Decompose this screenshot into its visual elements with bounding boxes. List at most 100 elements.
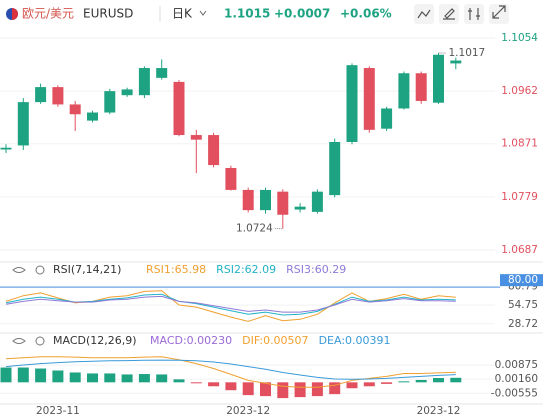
candle-body: [329, 141, 341, 196]
change: +0.0007: [274, 7, 330, 21]
candle-body: [294, 206, 306, 210]
candle-body: [346, 65, 358, 142]
candle-body: [156, 68, 168, 78]
macd-bar: [311, 382, 323, 397]
period[interactable]: 日K: [172, 7, 193, 21]
legend-entry: RSI2:62.09: [216, 263, 276, 276]
candle-body: [138, 68, 150, 96]
fullscreen-button[interactable]: [489, 4, 509, 24]
y-tick-label: 0.00875: [495, 359, 538, 371]
min-label: 1.0724: [236, 223, 273, 235]
legend-entry: MACD:0.00230: [150, 334, 232, 347]
symbol: EURUSD: [83, 7, 133, 21]
x-tick-label: 2023-12: [226, 405, 270, 417]
crosshair-tag: [500, 274, 543, 287]
flag-icon-half: [12, 8, 18, 20]
macd-bar: [208, 382, 220, 387]
macd-bar: [225, 382, 237, 391]
macd-bar: [415, 379, 427, 383]
y-tick-label: 1.0687: [501, 244, 538, 256]
macd-bar: [381, 382, 393, 384]
macd-bar: [69, 372, 81, 383]
y-tick-label: 54.75: [508, 299, 538, 311]
y-tick-label: 1.0962: [501, 85, 538, 97]
rsi-title: RSI(7,14,21): [53, 263, 121, 276]
x-tick-label: 2023-12: [417, 405, 461, 417]
candle-body: [225, 167, 237, 190]
dropdown-icon[interactable]: [199, 10, 207, 16]
macd-bar: [156, 374, 168, 383]
candle-body: [104, 91, 116, 113]
macd-bar: [294, 382, 306, 398]
crosshair-label: 80.00: [508, 274, 538, 286]
macd-bar: [363, 382, 375, 387]
macd-bar: [121, 374, 133, 383]
gear-icon[interactable]: [35, 265, 45, 275]
candle-body: [208, 135, 220, 166]
macd-bar: [190, 382, 202, 384]
macd-title: MACD(12,26,9): [53, 334, 137, 347]
candle-body: [242, 189, 254, 211]
gear-icon[interactable]: [35, 336, 45, 346]
settings-icon: [468, 8, 480, 20]
legend-entry: DIF:0.00507: [242, 334, 308, 347]
macd-bar: [138, 374, 150, 383]
macd-line: [5, 356, 456, 388]
candle-body: [35, 87, 47, 103]
macd-line: [5, 359, 456, 380]
rsi-line: [5, 295, 456, 313]
legend-entry: DEA:0.00391: [319, 334, 391, 347]
y-tick-label: 0.00160: [495, 373, 538, 385]
settings-button[interactable]: [464, 4, 484, 24]
candle-body: [433, 54, 444, 103]
candle-body: [260, 189, 271, 211]
max-label: 1.1017: [449, 47, 486, 59]
candle-body: [87, 112, 98, 121]
y-tick-label: 1.1054: [501, 32, 538, 44]
macd-bar: [450, 377, 462, 383]
pair-name: 欧元/美元: [22, 7, 74, 21]
macd-bar: [433, 377, 444, 383]
macd-bar: [242, 382, 254, 396]
candle-body: [415, 73, 427, 101]
candle-body: [450, 60, 462, 64]
macd-bar: [0, 367, 12, 383]
macd-bar: [35, 368, 47, 383]
indicator-icon: [417, 9, 431, 19]
macd-bar: [104, 373, 116, 383]
candle-body: [69, 104, 81, 115]
candle-body: [121, 89, 133, 96]
macd-bar: [173, 379, 185, 383]
candle-body: [363, 68, 375, 130]
candle-body: [52, 87, 64, 105]
macd-bar: [277, 382, 289, 399]
fullscreen-icon: [492, 5, 506, 19]
legend-entry: RSI3:60.29: [286, 263, 346, 276]
y-tick-label: 28.72: [508, 318, 538, 330]
change-percent: +0.06%: [340, 7, 392, 21]
macd-bar: [346, 382, 358, 389]
eye-icon[interactable]: [12, 267, 26, 273]
candle-body: [17, 102, 29, 146]
candle-body: [398, 73, 410, 109]
x-tick-label: 2023-11: [36, 405, 80, 417]
y-tick-label: 1.0779: [501, 191, 538, 203]
candle-body: [173, 81, 185, 136]
price: 1.1015: [224, 7, 270, 21]
macd-bar: [87, 373, 98, 383]
macd-bar: [398, 381, 410, 383]
y-tick-label: 1.0871: [501, 138, 538, 150]
y-tick-label: -0.00555: [491, 387, 538, 399]
draw-button[interactable]: [439, 4, 459, 24]
candle-body: [190, 135, 202, 140]
macd-bar: [329, 382, 341, 395]
eye-icon[interactable]: [12, 338, 26, 344]
candle-body: [381, 108, 393, 129]
draw-icon: [443, 8, 455, 20]
macd-bar: [260, 382, 271, 397]
legend-entry: RSI1:65.98: [146, 263, 206, 276]
candle-body: [0, 147, 12, 150]
candle-body: [277, 191, 289, 215]
